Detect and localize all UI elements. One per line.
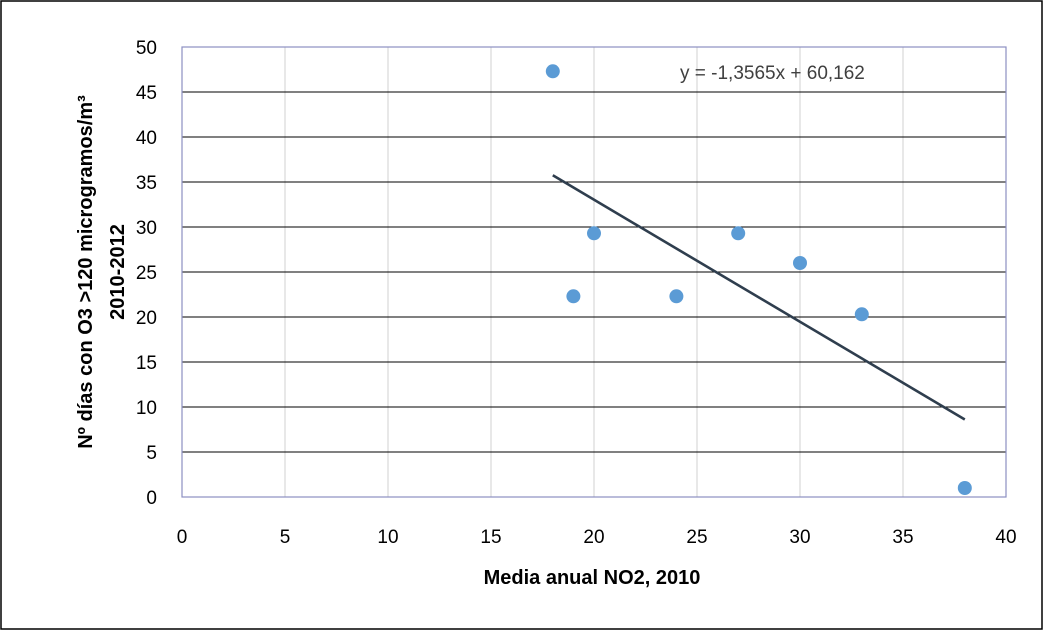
x-tick-label: 35 xyxy=(892,527,913,548)
trendline xyxy=(552,174,966,421)
y-tick-label: 20 xyxy=(136,308,157,329)
y-tick-label: 45 xyxy=(136,83,157,104)
y-tick-label: 15 xyxy=(136,353,157,374)
x-tick-label: 5 xyxy=(280,527,291,548)
y-tick-label: 40 xyxy=(136,128,157,149)
y-tick-label: 25 xyxy=(136,263,157,284)
plot-area xyxy=(181,46,1007,498)
y-axis-ticks: 0 5 10 15 20 25 30 35 40 45 50 xyxy=(136,38,157,509)
y-tick-label: 30 xyxy=(136,218,157,239)
y-tick-label: 50 xyxy=(136,38,157,59)
x-axis-label: Media anual NO2, 2010 xyxy=(484,567,701,589)
x-axis-ticks: 0 5 10 15 20 25 30 35 40 xyxy=(177,527,1017,548)
data-points xyxy=(545,64,972,495)
data-point xyxy=(793,256,807,270)
x-tick-label: 10 xyxy=(377,527,398,548)
data-point xyxy=(566,289,581,304)
y-tick-label: 35 xyxy=(136,173,157,194)
x-tick-label: 15 xyxy=(480,527,501,548)
data-point xyxy=(854,307,869,322)
y-tick-label: 0 xyxy=(146,488,157,509)
x-tick-label: 30 xyxy=(789,527,810,548)
data-point xyxy=(731,226,746,241)
y-axis-label-line1: Nº días con O3 >120 microgramos/m³ xyxy=(75,95,97,449)
y-tick-label: 5 xyxy=(146,443,157,464)
y-axis-label: Nº días con O3 >120 microgramos/m³ 2010-… xyxy=(75,95,129,449)
data-point xyxy=(545,64,560,79)
trendline-equation: y = -1,3565x + 60,162 xyxy=(680,63,865,84)
x-tick-label: 40 xyxy=(995,527,1016,548)
data-point xyxy=(669,289,684,304)
y-tick-label: 10 xyxy=(136,398,157,419)
data-point xyxy=(587,226,601,241)
x-tick-label: 25 xyxy=(686,527,707,548)
y-axis-label-line2: 2010-2012 xyxy=(107,224,129,320)
x-tick-label: 20 xyxy=(583,527,604,548)
x-tick-label: 0 xyxy=(177,527,188,548)
data-point xyxy=(957,481,972,495)
